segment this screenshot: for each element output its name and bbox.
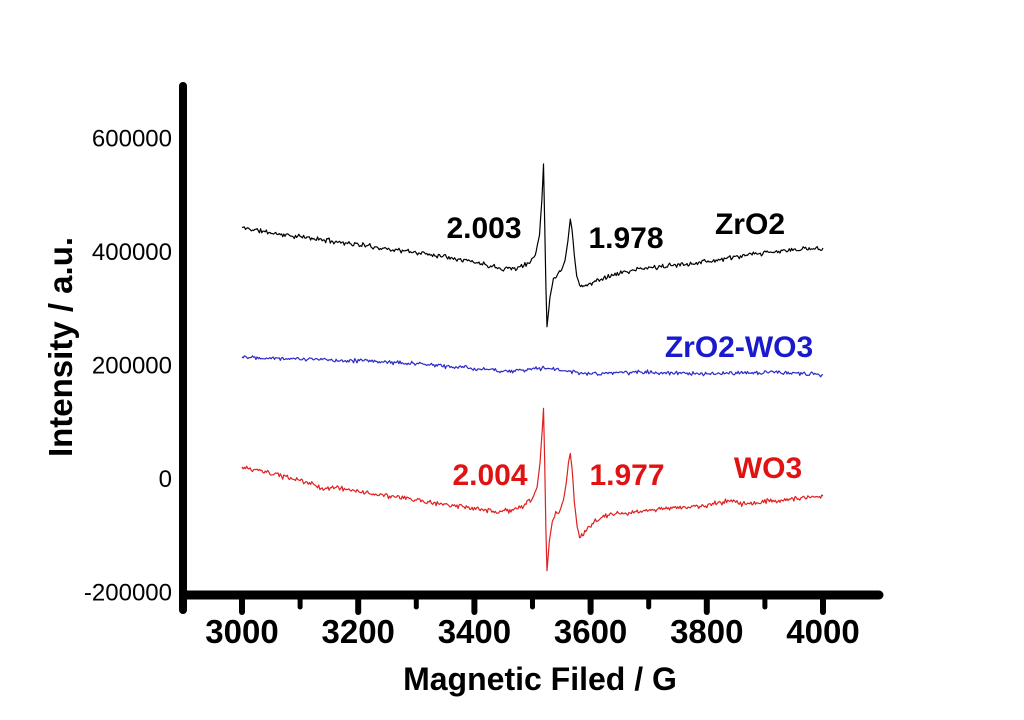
spectrum-curve-wo3 (241, 407, 824, 572)
y-tick-label: 600000 (92, 126, 172, 153)
x-tick-label: 3000 (205, 613, 278, 650)
g-value-label-wo3-2: 1.977 (589, 459, 664, 492)
series-label-wo3: WO3 (734, 452, 802, 485)
y-axis-title: Intensity / a.u. (42, 237, 79, 457)
x-axis-tick-labels: 3000 3200 3400 3600 3800 4000 (205, 613, 859, 650)
y-tick-label: 0 (159, 466, 172, 493)
g-value-label-wo3-1: 2.004 (452, 459, 527, 492)
y-tick-label: 400000 (92, 239, 172, 266)
spectra-curves (241, 163, 824, 572)
y-tick-label: -200000 (84, 580, 172, 607)
series-label-zro2: ZrO2 (715, 208, 785, 241)
x-axis-title: Magnetic Filed / G (403, 661, 677, 697)
x-axis-ticks (239, 596, 826, 615)
g-value-label-zro2-1: 2.003 (446, 212, 521, 245)
g-value-label-zro2-2: 1.978 (588, 222, 663, 255)
spectrum-curve-zro2 (241, 163, 824, 328)
x-tick-label: 3200 (321, 613, 394, 650)
spectrum-curve-zro2-wo3 (241, 355, 824, 378)
x-tick-label: 4000 (786, 613, 859, 650)
x-tick-label: 3800 (670, 613, 743, 650)
series-label-zro2-wo3: ZrO2-WO3 (665, 331, 813, 364)
x-tick-label: 3400 (438, 613, 511, 650)
y-tick-label: 200000 (92, 353, 172, 380)
y-axis-tick-labels: 600000 400000 200000 0 -200000 (84, 126, 172, 607)
x-tick-label: 3600 (554, 613, 627, 650)
